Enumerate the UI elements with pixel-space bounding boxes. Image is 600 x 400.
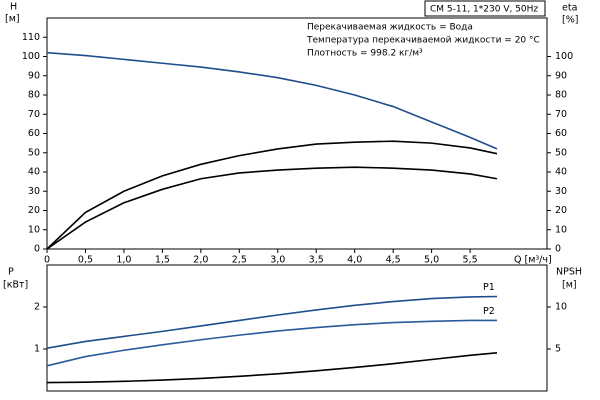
y2-tick-label: 10 (555, 224, 567, 235)
y-axis-label: P (8, 267, 14, 278)
annotation: Плотность = 998.2 кг/м³ (307, 49, 423, 59)
y-tick-label: 2 (34, 302, 40, 313)
title-box (424, 0, 546, 17)
curve (46, 51, 498, 150)
y-tick-label: 60 (28, 128, 40, 139)
y-tick-label: 70 (28, 109, 40, 120)
y-tick-label: 100 (22, 51, 40, 62)
curve-label: P2 (483, 306, 495, 317)
y-axis-label: H (10, 2, 17, 13)
y2-axis-unit: [%] (562, 15, 578, 26)
x-tick-label: 0,5 (78, 255, 93, 266)
y-axis-unit: [м] (5, 14, 20, 25)
y-tick-label: 1 (34, 344, 40, 355)
y2-tick-label: 70 (555, 109, 567, 120)
y-axis-unit: [кВт] (3, 280, 28, 291)
x-tick-label: 4,0 (347, 255, 362, 266)
y2-tick-label: 100 (555, 51, 573, 62)
y2-tick-label: 5 (555, 344, 561, 355)
y2-tick-label: 20 (555, 205, 567, 216)
chart-title: CM 5-11, 1*230 V, 50Hz (430, 5, 538, 15)
x-tick-label: 1,5 (155, 255, 170, 266)
x-axis-label: Q [м³/ч] (514, 255, 552, 266)
x-tick-label: 1,0 (116, 255, 131, 266)
y2-axis-unit: [м] (562, 280, 577, 291)
y2-tick-label: 50 (555, 147, 567, 158)
y2-tick-label: 0 (555, 244, 561, 255)
y-tick-label: 0 (34, 244, 40, 255)
y2-tick-label: 80 (555, 90, 567, 101)
y-tick-label: 30 (28, 186, 40, 197)
y2-tick-label: 90 (555, 70, 567, 81)
x-tick-label: 5,0 (424, 255, 439, 266)
annotation: Перекачиваемая жидкость = Вода (307, 23, 473, 33)
curve (46, 351, 498, 384)
y-tick-label: 20 (28, 205, 40, 216)
y-tick-label: 10 (28, 224, 40, 235)
x-tick-label: 3,0 (270, 255, 285, 266)
curve (46, 295, 498, 349)
x-tick-label: 2,5 (232, 255, 247, 266)
y-tick-label: 40 (28, 167, 40, 178)
y2-axis-label: NPSH (556, 267, 582, 278)
y2-tick-label: 10 (555, 302, 567, 313)
plot-frame (46, 264, 548, 392)
y-tick-label: 50 (28, 147, 40, 158)
x-tick-label: 0 (44, 255, 50, 266)
x-tick-label: 3,5 (309, 255, 324, 266)
x-tick-label: 5,5 (463, 255, 478, 266)
annotation: Температура перекачиваемой жидкости = 20… (306, 36, 540, 46)
curve (46, 319, 497, 367)
curve-label: P1 (483, 282, 495, 293)
y2-tick-label: 40 (555, 167, 567, 178)
curve (46, 140, 498, 250)
y-tick-label: 110 (22, 32, 40, 43)
x-tick-label: 4,5 (386, 255, 401, 266)
y2-tick-label: 30 (555, 186, 567, 197)
y2-axis-label: eta (562, 3, 577, 14)
y-tick-label: 90 (28, 70, 40, 81)
y-tick-label: 80 (28, 90, 40, 101)
x-tick-label: 2,0 (193, 255, 208, 266)
curve (46, 166, 498, 250)
plot-frame (46, 17, 548, 250)
y2-tick-label: 60 (555, 128, 567, 139)
